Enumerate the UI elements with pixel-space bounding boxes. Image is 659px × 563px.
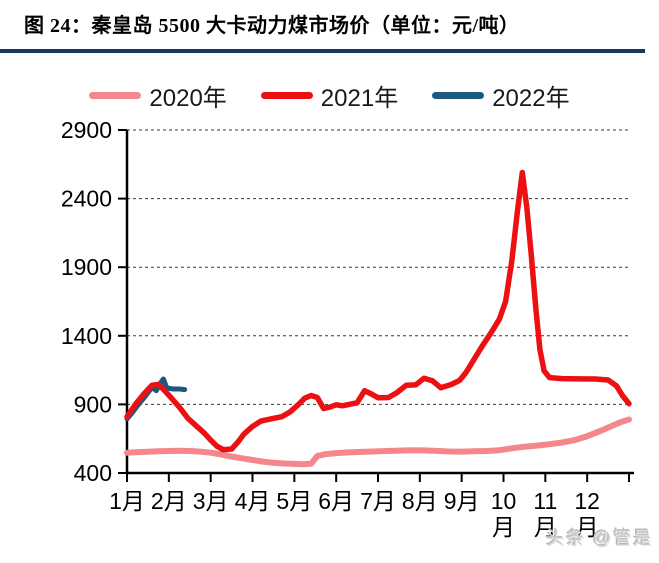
x-tick-label-3: 3月 [193, 488, 229, 514]
y-tick-label-2900: 2900 [61, 117, 112, 143]
legend-swatch-2021 [260, 92, 313, 99]
title-divider-rule [0, 49, 645, 53]
legend-swatch-2020 [89, 92, 142, 99]
x-tick-label-11: 11 月 [533, 488, 557, 540]
x-tick-label-4: 4月 [235, 488, 271, 514]
x-tick-label-9: 9月 [444, 488, 480, 514]
figure-title: 图 24：秦皇岛 5500 大卡动力煤市场价（单位：元/吨） [24, 15, 520, 37]
y-tick-label-900: 900 [74, 391, 112, 417]
watermark: 头条 @管是 [545, 528, 653, 548]
legend-item-2021: 2021年 [260, 78, 399, 113]
x-tick-label-2: 2月 [151, 488, 187, 514]
x-tick-label-10: 10 月 [491, 488, 517, 540]
legend-item-2022: 2022年 [432, 78, 570, 113]
x-tick-label-6: 6月 [318, 488, 354, 514]
y-tick-label-400: 400 [74, 460, 112, 486]
x-tick-label-1: 1月 [109, 488, 145, 514]
legend-item-2020: 2020年 [89, 78, 227, 113]
series-line-2020年 [124, 416, 632, 468]
legend-label-2021: 2021年 [320, 85, 399, 112]
chart-legend: 2020年 2021年 2022年 [0, 78, 659, 113]
legend-label-2022: 2022年 [492, 85, 570, 112]
x-tick-label-5: 5月 [276, 488, 312, 514]
x-tick-label-8: 8月 [402, 488, 438, 514]
legend-swatch-2022 [432, 92, 485, 99]
y-tick-label-2400: 2400 [61, 186, 112, 212]
y-tick-label-1400: 1400 [61, 323, 112, 349]
series-line-2021年 [124, 169, 632, 453]
legend-label-2020: 2020年 [149, 85, 227, 112]
x-tick-label-12: 12 月 [574, 488, 600, 540]
y-tick-label-1900: 1900 [61, 254, 112, 280]
x-tick-label-7: 7月 [360, 488, 396, 514]
